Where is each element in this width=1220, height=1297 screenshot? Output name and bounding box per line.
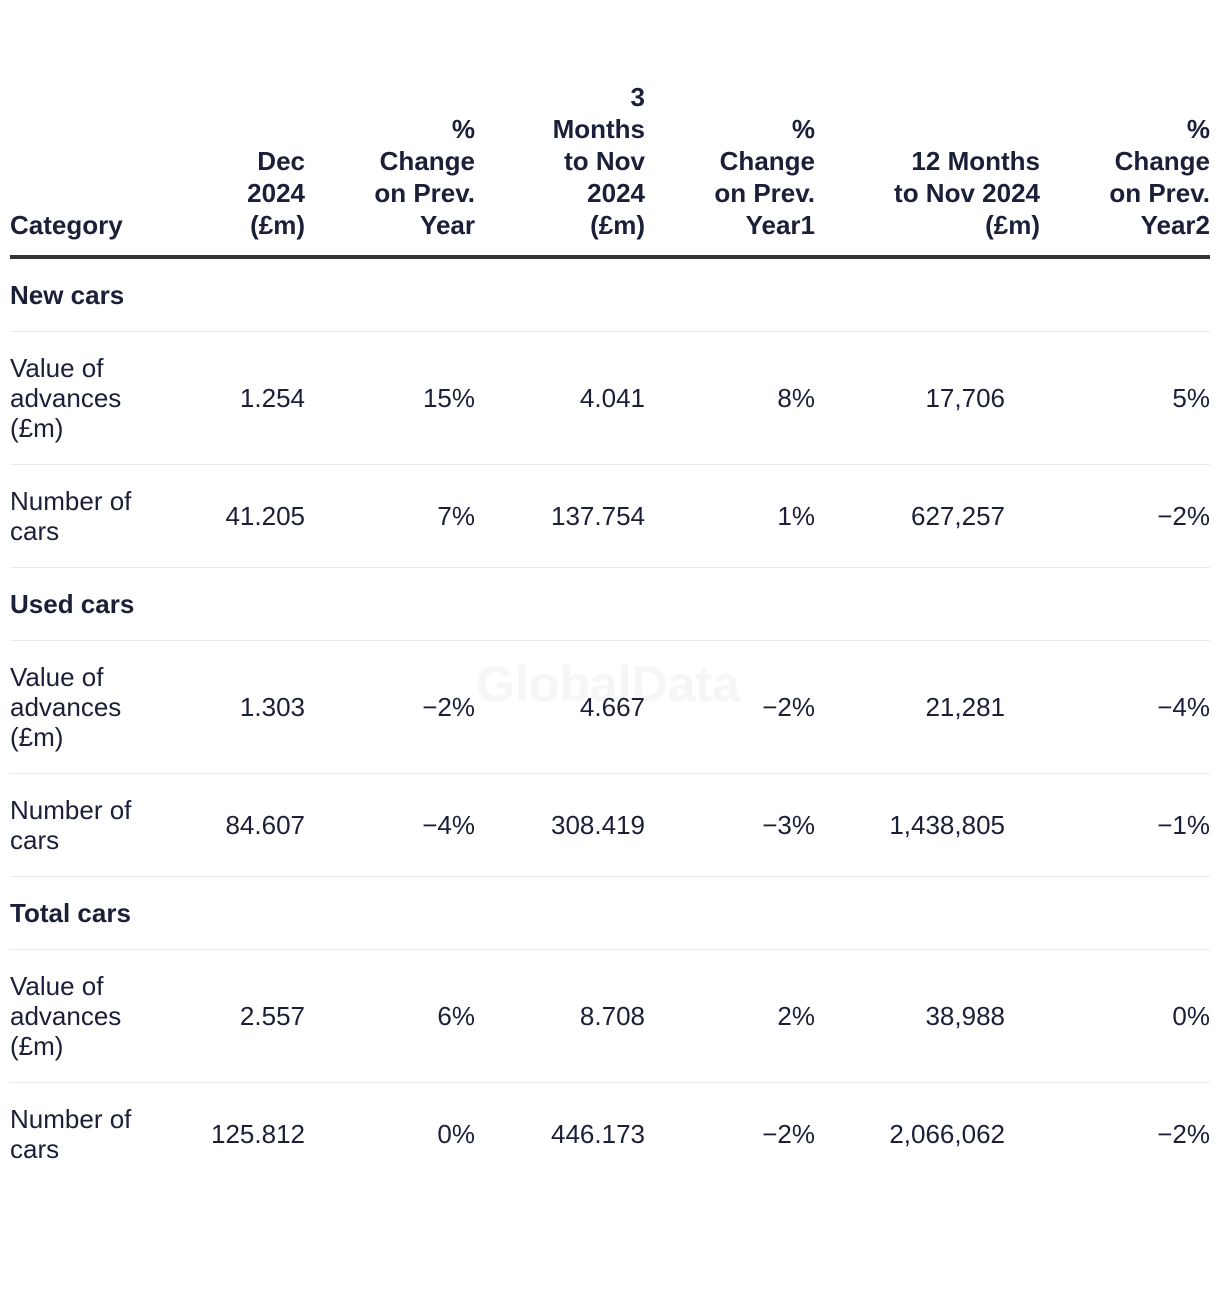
cell-pct-change-prev-year2: 5% (1040, 331, 1210, 465)
column-header-12-months-to-nov-2024: 12 Months to Nov 2024 (£m) (815, 81, 1040, 259)
column-header-3-months-to-nov-2024: 3 Months to Nov 2024 (£m) (475, 81, 645, 259)
section-title: New cars (10, 280, 125, 310)
cell-3-months: 4.041 (475, 331, 645, 465)
cell-dec-2024: 2.557 (160, 949, 305, 1083)
cell-12-months: 17,706 (815, 331, 1040, 465)
column-header-pct-change-prev-year: % Change on Prev. Year (305, 81, 475, 259)
column-header-category: Category (10, 81, 160, 259)
section-row-total-cars: Total cars (10, 876, 1210, 950)
section-title: Total cars (10, 876, 1210, 950)
cell-pct-change-prev-year2: 0% (1040, 949, 1210, 1083)
table-row: Value of advances (£m) 1.254 15% 4.041 8… (10, 331, 1210, 465)
cell-pct-change-prev-year1: 1% (645, 464, 815, 568)
cell-pct-change-prev-year2: −1% (1040, 773, 1210, 877)
cell-pct-change-prev-year: 15% (305, 331, 475, 465)
column-header-pct-change-prev-year1: % Change on Prev. Year1 (645, 81, 815, 259)
row-label: Value of advances (£m) (10, 331, 160, 465)
row-label: Number of cars (10, 1082, 160, 1185)
cell-3-months: 446.173 (475, 1082, 645, 1185)
cell-pct-change-prev-year: −4% (305, 773, 475, 877)
cell-12-months: 21,281 (815, 640, 1040, 774)
cell-pct-change-prev-year: 0% (305, 1082, 475, 1185)
cell-pct-change-prev-year2: −4% (1040, 640, 1210, 774)
cell-pct-change-prev-year1: −3% (645, 773, 815, 877)
cell-pct-change-prev-year1: −2% (645, 1082, 815, 1185)
section-row-new-cars: New cars (10, 257, 1210, 332)
row-label: Value of advances (£m) (10, 640, 160, 774)
row-label: Value of advances (£m) (10, 949, 160, 1083)
cell-12-months: 627,257 (815, 464, 1040, 568)
cell-3-months: 8.708 (475, 949, 645, 1083)
cell-dec-2024: 1.303 (160, 640, 305, 774)
cell-pct-change-prev-year1: −2% (645, 640, 815, 774)
cell-3-months: 137.754 (475, 464, 645, 568)
table-row: Value of advances (£m) 2.557 6% 8.708 2%… (10, 949, 1210, 1083)
cell-pct-change-prev-year1: 2% (645, 949, 815, 1083)
header-row: Category Dec 2024 (£m) % Change on Prev.… (10, 81, 1210, 259)
column-header-pct-change-prev-year2: % Change on Prev. Year2 (1040, 81, 1210, 259)
cell-pct-change-prev-year: 6% (305, 949, 475, 1083)
cell-pct-change-prev-year: 7% (305, 464, 475, 568)
cell-12-months: 1,438,805 (815, 773, 1040, 877)
cell-dec-2024: 1.254 (160, 331, 305, 465)
cell-3-months: 308.419 (475, 773, 645, 877)
table-row: Number of cars 84.607 −4% 308.419 −3% 1,… (10, 773, 1210, 877)
cell-3-months: 4.667 (475, 640, 645, 774)
table-row: Number of cars 41.205 7% 137.754 1% 627,… (10, 464, 1210, 568)
table-row: Number of cars 125.812 0% 446.173 −2% 2,… (10, 1082, 1210, 1185)
cell-12-months: 2,066,062 (815, 1082, 1040, 1185)
car-finance-table: Category Dec 2024 (£m) % Change on Prev.… (10, 81, 1210, 1185)
row-label: Number of cars (10, 464, 160, 568)
cell-12-months: 38,988 (815, 949, 1040, 1083)
cell-dec-2024: 125.812 (160, 1082, 305, 1185)
cell-dec-2024: 84.607 (160, 773, 305, 877)
cell-pct-change-prev-year2: −2% (1040, 464, 1210, 568)
section-row-used-cars: Used cars (10, 567, 1210, 641)
table-row: Value of advances (£m) 1.303 −2% 4.667 −… (10, 640, 1210, 774)
cell-dec-2024: 41.205 (160, 464, 305, 568)
section-title: Used cars (10, 567, 1210, 641)
column-header-dec-2024: Dec 2024 (£m) (160, 81, 305, 259)
cell-pct-change-prev-year1: 8% (645, 331, 815, 465)
row-label: Number of cars (10, 773, 160, 877)
cell-pct-change-prev-year: −2% (305, 640, 475, 774)
cell-pct-change-prev-year2: −2% (1040, 1082, 1210, 1185)
